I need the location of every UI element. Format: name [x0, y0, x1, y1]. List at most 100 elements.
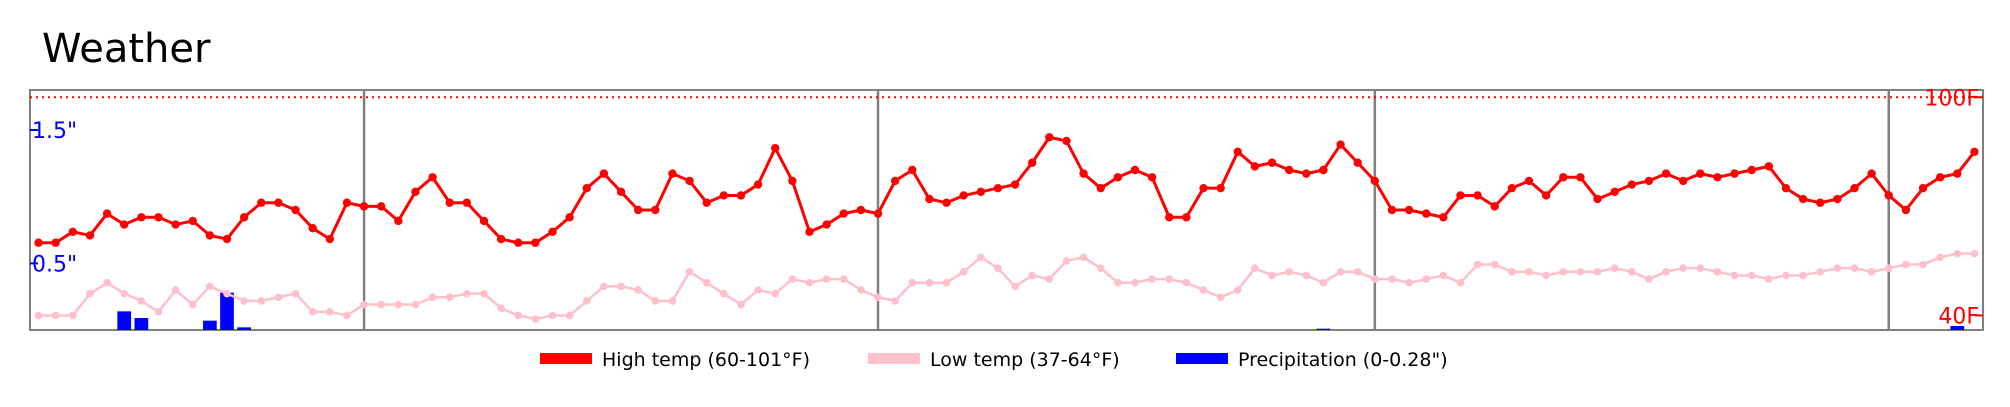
- high-temp-point: [428, 173, 437, 182]
- legend-label-precip: Precipitation (0-0.28"): [1238, 349, 1448, 371]
- low-temp-point: [1919, 260, 1927, 269]
- low-temp-point: [308, 308, 317, 316]
- low-temp-point: [1902, 260, 1910, 269]
- low-temp-point: [1884, 264, 1893, 272]
- low-temp-point: [1645, 275, 1653, 283]
- precip-bar: [203, 320, 217, 330]
- high-temp-point: [1319, 165, 1328, 175]
- low-temp-point: [326, 308, 334, 316]
- high-temp-line: [38, 135, 1976, 245]
- legend-swatch-low: [868, 353, 920, 364]
- low-temp-point: [822, 275, 831, 283]
- high-temp-point: [925, 194, 934, 204]
- high-temp-point: [633, 205, 643, 215]
- high-temp-point: [736, 191, 746, 200]
- high-temp-point: [308, 223, 317, 233]
- low-temp-point: [925, 278, 934, 287]
- precip-tick-label: 1.5": [32, 119, 77, 144]
- low-temp-point: [171, 286, 180, 294]
- low-temp-point: [463, 289, 471, 298]
- low-temp-point: [120, 289, 129, 298]
- low-temp-point: [1405, 278, 1413, 287]
- low-temp-point: [1765, 275, 1773, 283]
- high-temp-point: [34, 238, 43, 247]
- legend-swatch-high: [540, 353, 592, 364]
- low-temp-point: [1953, 249, 1962, 258]
- low-temp-point: [137, 297, 146, 305]
- high-temp-point: [788, 176, 797, 186]
- high-temp-point: [514, 238, 523, 247]
- low-temp-point: [942, 278, 951, 287]
- high-temp-point: [1302, 169, 1311, 178]
- precip-bar: [1950, 326, 1965, 330]
- low-temp-point: [1782, 271, 1790, 280]
- high-temp-point: [1027, 158, 1037, 167]
- low-temp-point: [1011, 282, 1019, 291]
- low-temp-point: [51, 311, 60, 320]
- high-temp-point: [753, 180, 763, 189]
- high-temp-point: [1644, 176, 1654, 186]
- high-temp-point: [411, 187, 420, 197]
- precip-bar: [117, 311, 132, 330]
- high-temp-point: [1918, 183, 1928, 193]
- high-temp-point: [1404, 205, 1414, 215]
- high-temp-point: [120, 220, 129, 229]
- high-temp-point: [51, 238, 60, 247]
- high-temp-point: [1798, 194, 1808, 204]
- low-temp-point: [1508, 268, 1516, 276]
- low-temp-point: [977, 253, 985, 262]
- low-temp-point: [994, 264, 1002, 272]
- low-temp-point: [651, 297, 660, 305]
- high-temp-point: [565, 213, 574, 222]
- high-temp-point: [1953, 169, 1962, 178]
- low-temp-point: [428, 293, 437, 302]
- low-temp-point: [1096, 264, 1105, 272]
- high-temp-point: [531, 238, 540, 247]
- high-temp-point: [1850, 183, 1859, 193]
- high-temp-point: [599, 169, 609, 178]
- axis-labels: 1.5" 0.5" 100F 40F: [30, 86, 1983, 329]
- high-temp-point: [376, 202, 386, 211]
- high-temp-point: [102, 209, 112, 218]
- low-temp-point: [1422, 275, 1431, 283]
- low-temp-point: [600, 282, 608, 291]
- month-dividers: [362, 90, 1891, 330]
- high-temp-point: [1199, 183, 1208, 193]
- high-temp-point: [1387, 205, 1397, 215]
- high-temp-point: [959, 191, 968, 200]
- high-temp-point: [616, 187, 626, 197]
- low-temp-point: [548, 311, 557, 320]
- high-temp-point: [1370, 176, 1380, 186]
- legend-label-high: High temp (60-101°F): [602, 349, 810, 371]
- high-temp-point: [873, 209, 883, 218]
- low-temp-point: [1062, 257, 1071, 265]
- low-temp-point: [240, 297, 248, 305]
- high-temp-point: [239, 213, 249, 222]
- low-temp-point: [1028, 271, 1036, 280]
- high-temp-point: [359, 202, 369, 211]
- high-temp-point: [325, 234, 335, 244]
- low-temp-point: [1970, 249, 1979, 258]
- low-temp-point: [1696, 264, 1705, 272]
- high-temp-point: [1781, 183, 1791, 193]
- high-temp-point: [257, 198, 266, 207]
- high-temp-point: [1096, 183, 1105, 193]
- high-temp-point: [771, 143, 780, 153]
- low-temp-point: [69, 311, 77, 320]
- high-temp-point: [1045, 133, 1054, 142]
- low-temp-point: [1045, 275, 1054, 283]
- low-temp-point: [857, 286, 865, 294]
- high-temp-point: [445, 198, 454, 207]
- high-temp-point: [496, 234, 506, 244]
- high-temp-point: [171, 220, 180, 229]
- high-temp-point: [702, 198, 711, 207]
- low-temp-point: [1610, 264, 1619, 272]
- high-temp-point: [1524, 176, 1534, 186]
- high-temp-point: [1439, 213, 1448, 222]
- chart-title: Weather: [42, 26, 211, 72]
- high-temp-point: [291, 205, 300, 215]
- high-temp-point: [1884, 191, 1893, 200]
- low-temp-point: [188, 300, 197, 309]
- high-temp-point: [188, 216, 197, 226]
